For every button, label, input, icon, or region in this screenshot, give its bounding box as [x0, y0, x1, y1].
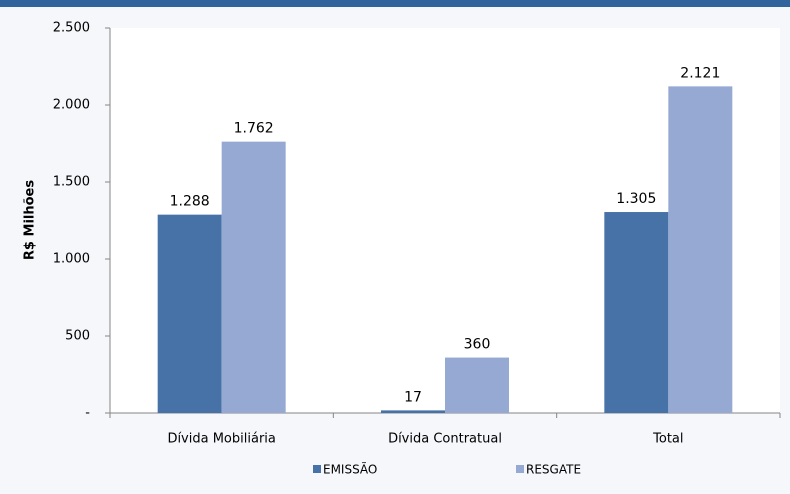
bar: [381, 410, 445, 413]
top-bar: [0, 0, 790, 7]
y-tick-label: 1.000: [53, 252, 90, 267]
bar: [604, 212, 669, 413]
value-label: 2.121: [680, 65, 720, 81]
legend-label: RESGATE: [526, 463, 581, 477]
value-label: 17: [404, 389, 422, 405]
y-tick-label: 2.500: [53, 21, 90, 36]
y-axis-label: R$ Milhões: [23, 180, 38, 260]
legend-swatch: [313, 465, 321, 473]
legend-swatch: [516, 465, 524, 473]
bar: [221, 141, 286, 414]
bar: [157, 214, 222, 413]
y-tick-label: 2.000: [53, 98, 90, 113]
bar: [445, 357, 509, 413]
y-tick-label: -: [85, 406, 90, 421]
x-tick-label: Dívida Mobiliária: [167, 432, 275, 447]
value-label: 1.305: [616, 191, 656, 207]
value-label: 1.288: [170, 194, 210, 210]
x-tick-label: Dívida Contratual: [388, 432, 502, 447]
y-tick-label: 1.500: [53, 175, 90, 190]
value-label: 1.762: [234, 121, 274, 137]
bar: [668, 86, 733, 413]
legend-label: EMISSÃO: [323, 462, 377, 477]
y-tick-label: 500: [65, 329, 90, 344]
value-label: 360: [464, 337, 491, 353]
x-tick-label: Total: [652, 432, 683, 447]
